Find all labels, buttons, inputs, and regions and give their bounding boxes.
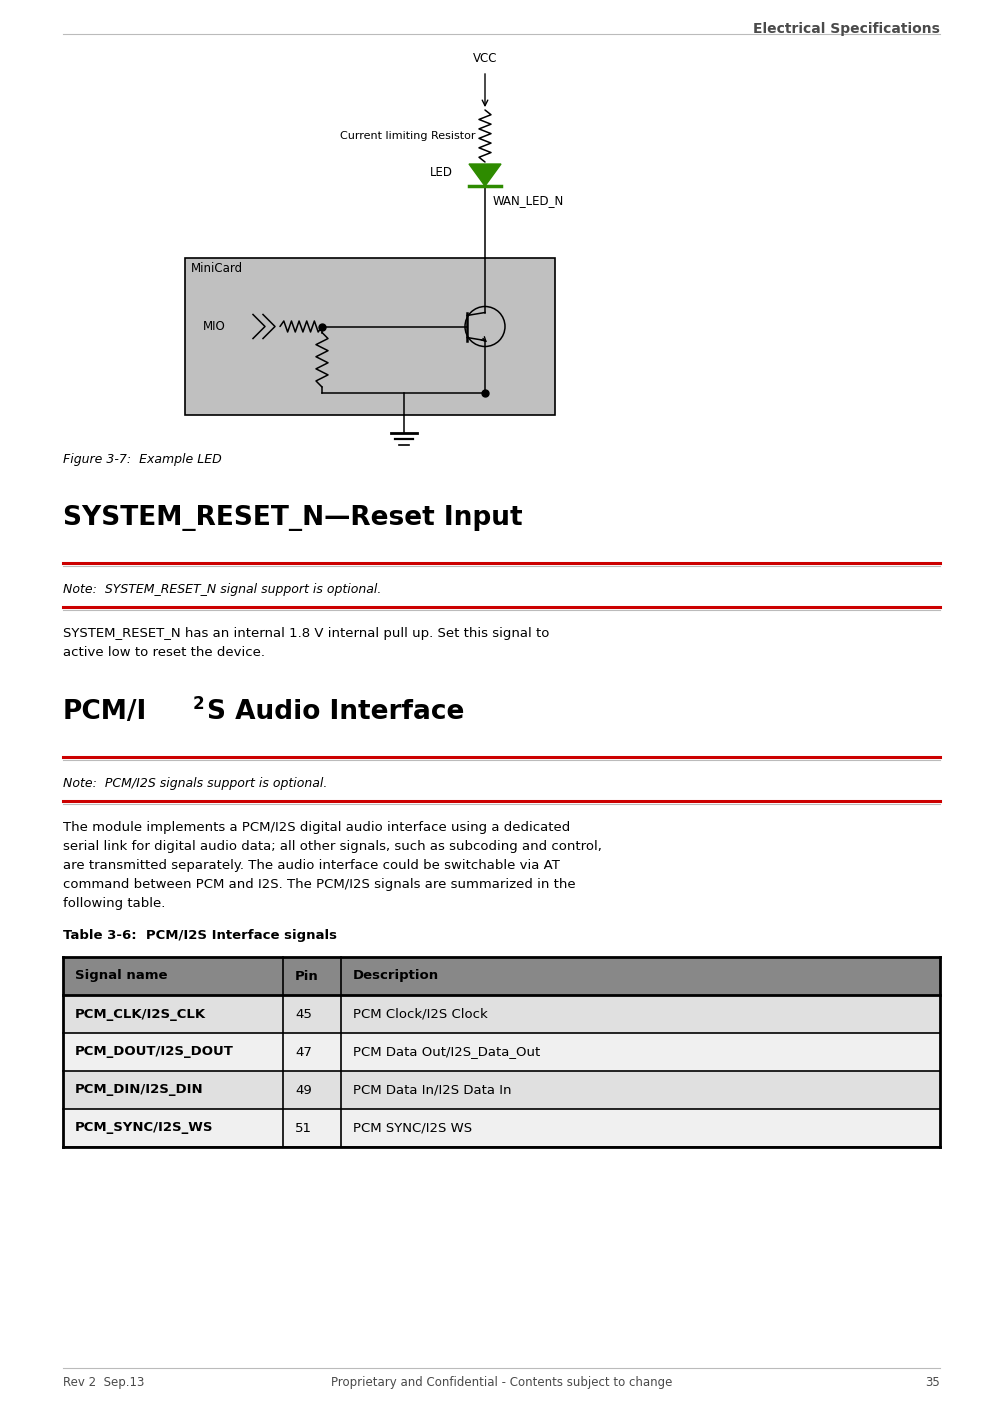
- Text: Note:  SYSTEM_RESET_N signal support is optional.: Note: SYSTEM_RESET_N signal support is o…: [63, 583, 381, 596]
- Text: PCM Data In/I2S Data In: PCM Data In/I2S Data In: [353, 1084, 511, 1097]
- Text: PCM SYNC/I2S WS: PCM SYNC/I2S WS: [353, 1122, 472, 1135]
- Text: Table 3-6:  PCM/I2S Interface signals: Table 3-6: PCM/I2S Interface signals: [63, 929, 337, 942]
- Bar: [63, 995, 940, 1033]
- Bar: [185, 257, 555, 415]
- Text: SYSTEM_RESET_N—Reset Input: SYSTEM_RESET_N—Reset Input: [63, 505, 523, 531]
- Text: Proprietary and Confidential - Contents subject to change: Proprietary and Confidential - Contents …: [331, 1376, 672, 1389]
- Text: 2: 2: [193, 695, 205, 713]
- Text: Description: Description: [353, 970, 439, 983]
- Text: PCM Data Out/I2S_Data_Out: PCM Data Out/I2S_Data_Out: [353, 1046, 540, 1059]
- Text: Pin: Pin: [295, 970, 319, 983]
- Text: PCM_DOUT/I2S_DOUT: PCM_DOUT/I2S_DOUT: [75, 1046, 233, 1059]
- Text: The module implements a PCM/I2S digital audio interface using a dedicated
serial: The module implements a PCM/I2S digital …: [63, 821, 602, 910]
- Text: 47: 47: [295, 1046, 312, 1059]
- Text: 51: 51: [295, 1122, 312, 1135]
- Text: LED: LED: [430, 166, 453, 179]
- Bar: [63, 1071, 940, 1109]
- Bar: [63, 1033, 940, 1071]
- Text: Rev 2  Sep.13: Rev 2 Sep.13: [63, 1376, 145, 1389]
- Text: PCM/I: PCM/I: [63, 699, 147, 725]
- Text: VCC: VCC: [473, 52, 497, 65]
- Text: Signal name: Signal name: [75, 970, 167, 983]
- Text: 45: 45: [295, 1008, 312, 1021]
- Text: S Audio Interface: S Audio Interface: [207, 699, 464, 725]
- Text: PCM Clock/I2S Clock: PCM Clock/I2S Clock: [353, 1008, 488, 1021]
- Text: Note:  PCM/I2S signals support is optional.: Note: PCM/I2S signals support is optiona…: [63, 778, 327, 790]
- Bar: [63, 957, 940, 995]
- Text: PCM_SYNC/I2S_WS: PCM_SYNC/I2S_WS: [75, 1122, 214, 1135]
- Text: 35: 35: [925, 1376, 940, 1389]
- Bar: [63, 1109, 940, 1147]
- Text: PCM_DIN/I2S_DIN: PCM_DIN/I2S_DIN: [75, 1084, 204, 1097]
- Text: PCM_CLK/I2S_CLK: PCM_CLK/I2S_CLK: [75, 1008, 206, 1021]
- Text: MiniCard: MiniCard: [191, 262, 243, 276]
- Text: SYSTEM_RESET_N has an internal 1.8 V internal pull up. Set this signal to
active: SYSTEM_RESET_N has an internal 1.8 V int…: [63, 627, 550, 659]
- Text: 49: 49: [295, 1084, 311, 1097]
- Polygon shape: [469, 165, 501, 186]
- Text: MIO: MIO: [203, 321, 226, 333]
- Text: Electrical Specifications: Electrical Specifications: [754, 22, 940, 37]
- Text: Figure 3-7:  Example LED: Figure 3-7: Example LED: [63, 453, 222, 465]
- Text: WAN_LED_N: WAN_LED_N: [493, 194, 564, 207]
- Text: Current limiting Resistor: Current limiting Resistor: [340, 131, 475, 141]
